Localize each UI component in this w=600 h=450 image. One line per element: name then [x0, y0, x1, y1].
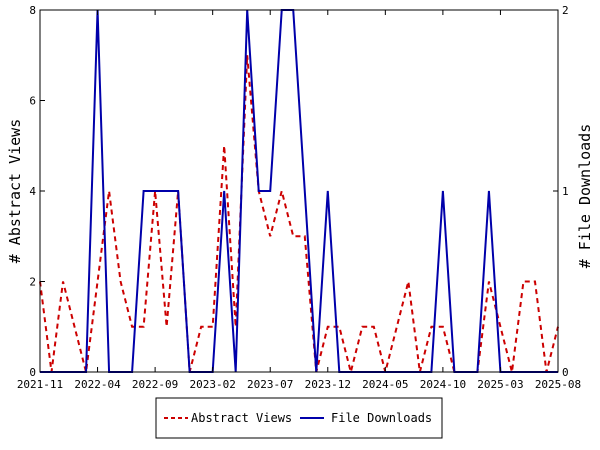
legend-label-abstract-views: Abstract Views	[191, 411, 292, 425]
x-tick-label: 2024-10	[420, 378, 466, 391]
x-tick-label: 2024-05	[362, 378, 408, 391]
series-line-file-downloads	[40, 9, 558, 373]
x-tick-label: 2025-03	[477, 378, 523, 391]
x-tick-label: 2025-08	[535, 378, 581, 391]
y-left-tick-label: 6	[29, 95, 36, 108]
y-left-tick-label: 2	[29, 276, 36, 289]
x-tick-label: 2022-09	[132, 378, 178, 391]
y-right-tick-label: 2	[562, 4, 569, 17]
x-tick-label: 2023-07	[247, 378, 293, 391]
series-layer	[39, 9, 559, 373]
left-axis-title: # Abstract Views	[6, 119, 24, 264]
y-left-tick-label: 4	[29, 185, 36, 198]
right-axis-title: # File Downloads	[576, 124, 594, 269]
y-left-tick-label: 8	[29, 4, 36, 17]
legend: Abstract Views File Downloads	[155, 397, 443, 439]
y-right-tick-label: 0	[562, 366, 569, 379]
legend-label-file-downloads: File Downloads	[331, 411, 432, 425]
x-tick-label: 2023-02	[189, 378, 235, 391]
series-line-abstract-views	[39, 55, 559, 373]
legend-box	[155, 397, 443, 439]
x-tick-label: 2022-04	[74, 378, 121, 391]
axis-layer: 2021-11 2022-04 2022-09 2023-02 2023-07 2023-…	[17, 4, 581, 391]
y-right-tick-label: 1	[562, 185, 569, 198]
x-tick-label: 2023-12	[305, 378, 351, 391]
y-left-tick-label: 0	[29, 366, 36, 379]
x-tick-label: 2021-11	[17, 378, 63, 391]
